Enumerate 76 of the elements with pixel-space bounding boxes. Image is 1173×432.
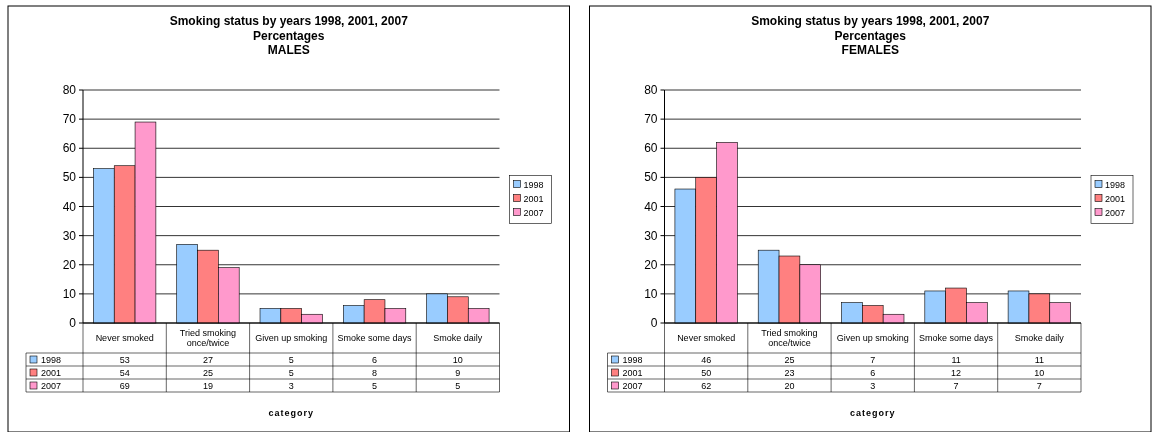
x-tick-label: Smoke some days [337, 333, 413, 343]
x-tick-label: Never smoked [677, 333, 736, 343]
legend-label: 2007 [523, 207, 544, 218]
x-tick-label: Given up smoking [836, 333, 909, 343]
data-label: 5 [288, 368, 294, 378]
y-tick-label: 70 [62, 112, 77, 127]
x-axis-title: category [849, 408, 896, 418]
x-tick-label: Never smoked [95, 333, 154, 343]
x-tick-label: Tried smoking once/twice [179, 328, 237, 348]
data-label: 7 [1036, 381, 1042, 391]
data-label: 19 [202, 381, 213, 391]
data-label: 3 [870, 381, 876, 391]
y-tick-label: 20 [644, 257, 658, 272]
x-axis-title: category [268, 408, 315, 418]
chart-title: Smoking status by years 1998, 2001, 2007 [169, 14, 409, 28]
y-tick-label: 30 [644, 228, 658, 243]
y-tick-label: 80 [62, 83, 77, 97]
data-label: 5 [372, 381, 378, 391]
chart-subtitle: Percentages MALES [253, 29, 325, 57]
legend-label: 2007 [1105, 207, 1126, 218]
y-tick-label: 40 [62, 199, 77, 214]
legend-label: 1998 [622, 355, 643, 365]
data-label: 50 [701, 368, 712, 378]
data-label: 8 [372, 368, 378, 378]
x-tick-label: Tried smoking once/twice [761, 328, 818, 348]
x-tick-label: Smoke daily [433, 333, 483, 343]
data-label: 6 [372, 355, 378, 365]
y-tick-label: 60 [644, 141, 658, 156]
data-label: 3 [288, 381, 294, 391]
text: 1998 [1105, 179, 1126, 190]
y-tick-label: 0 [69, 316, 77, 330]
y-tick-label: 50 [644, 170, 658, 185]
data-label: 12 [951, 368, 962, 378]
data-label: 7 [953, 381, 959, 391]
y-tick-label: 50 [62, 170, 77, 185]
data-label: 53 [119, 355, 130, 365]
y-tick-label: 30 [62, 228, 77, 243]
y-tick-label: 10 [644, 286, 658, 301]
x-tick-label: Given up smoking [255, 333, 328, 343]
data-label: 6 [870, 368, 876, 378]
y-tick-label: 70 [644, 112, 658, 127]
y-tick-label: 60 [62, 141, 77, 156]
data-label: 23 [784, 368, 795, 378]
data-label: 25 [784, 355, 795, 365]
data-label: 10 [1034, 368, 1045, 378]
y-tick-label: 10 [62, 286, 77, 301]
legend-label: 2001 [523, 193, 544, 204]
data-label: 69 [119, 381, 130, 391]
data-label: 11 [951, 355, 961, 365]
text: 2001 [622, 368, 643, 378]
chart-title: Smoking status by years 1998, 2001, 2007 [751, 14, 990, 28]
data-label: 54 [119, 368, 130, 378]
legend-label: 2001 [1105, 193, 1126, 204]
data-label: 10 [452, 355, 463, 365]
text: 2001 [41, 368, 62, 378]
y-tick-label: 40 [644, 199, 658, 214]
y-tick-label: 20 [62, 257, 77, 272]
text: 2007 [622, 381, 643, 391]
data-label: 7 [870, 355, 876, 365]
data-label: 5 [288, 355, 294, 365]
data-label: 5 [455, 381, 461, 391]
x-tick-label: Smoke daily [1014, 333, 1065, 343]
text: 2007 [41, 381, 62, 391]
legend-label: 1998 [41, 355, 62, 365]
data-label: 25 [202, 368, 213, 378]
chart-subtitle: Percentages FEMALES [834, 29, 907, 57]
data-label: 20 [784, 381, 795, 391]
data-label: 11 [1034, 355, 1045, 365]
x-tick-label: Smoke some days [919, 333, 994, 343]
data-label: 27 [202, 355, 213, 365]
data-label: 62 [701, 381, 712, 391]
text: 1998 [523, 179, 544, 190]
y-tick-label: 0 [650, 316, 658, 330]
data-label: 9 [455, 368, 461, 378]
y-tick-label: 80 [644, 83, 658, 97]
data-label: 46 [701, 355, 712, 365]
